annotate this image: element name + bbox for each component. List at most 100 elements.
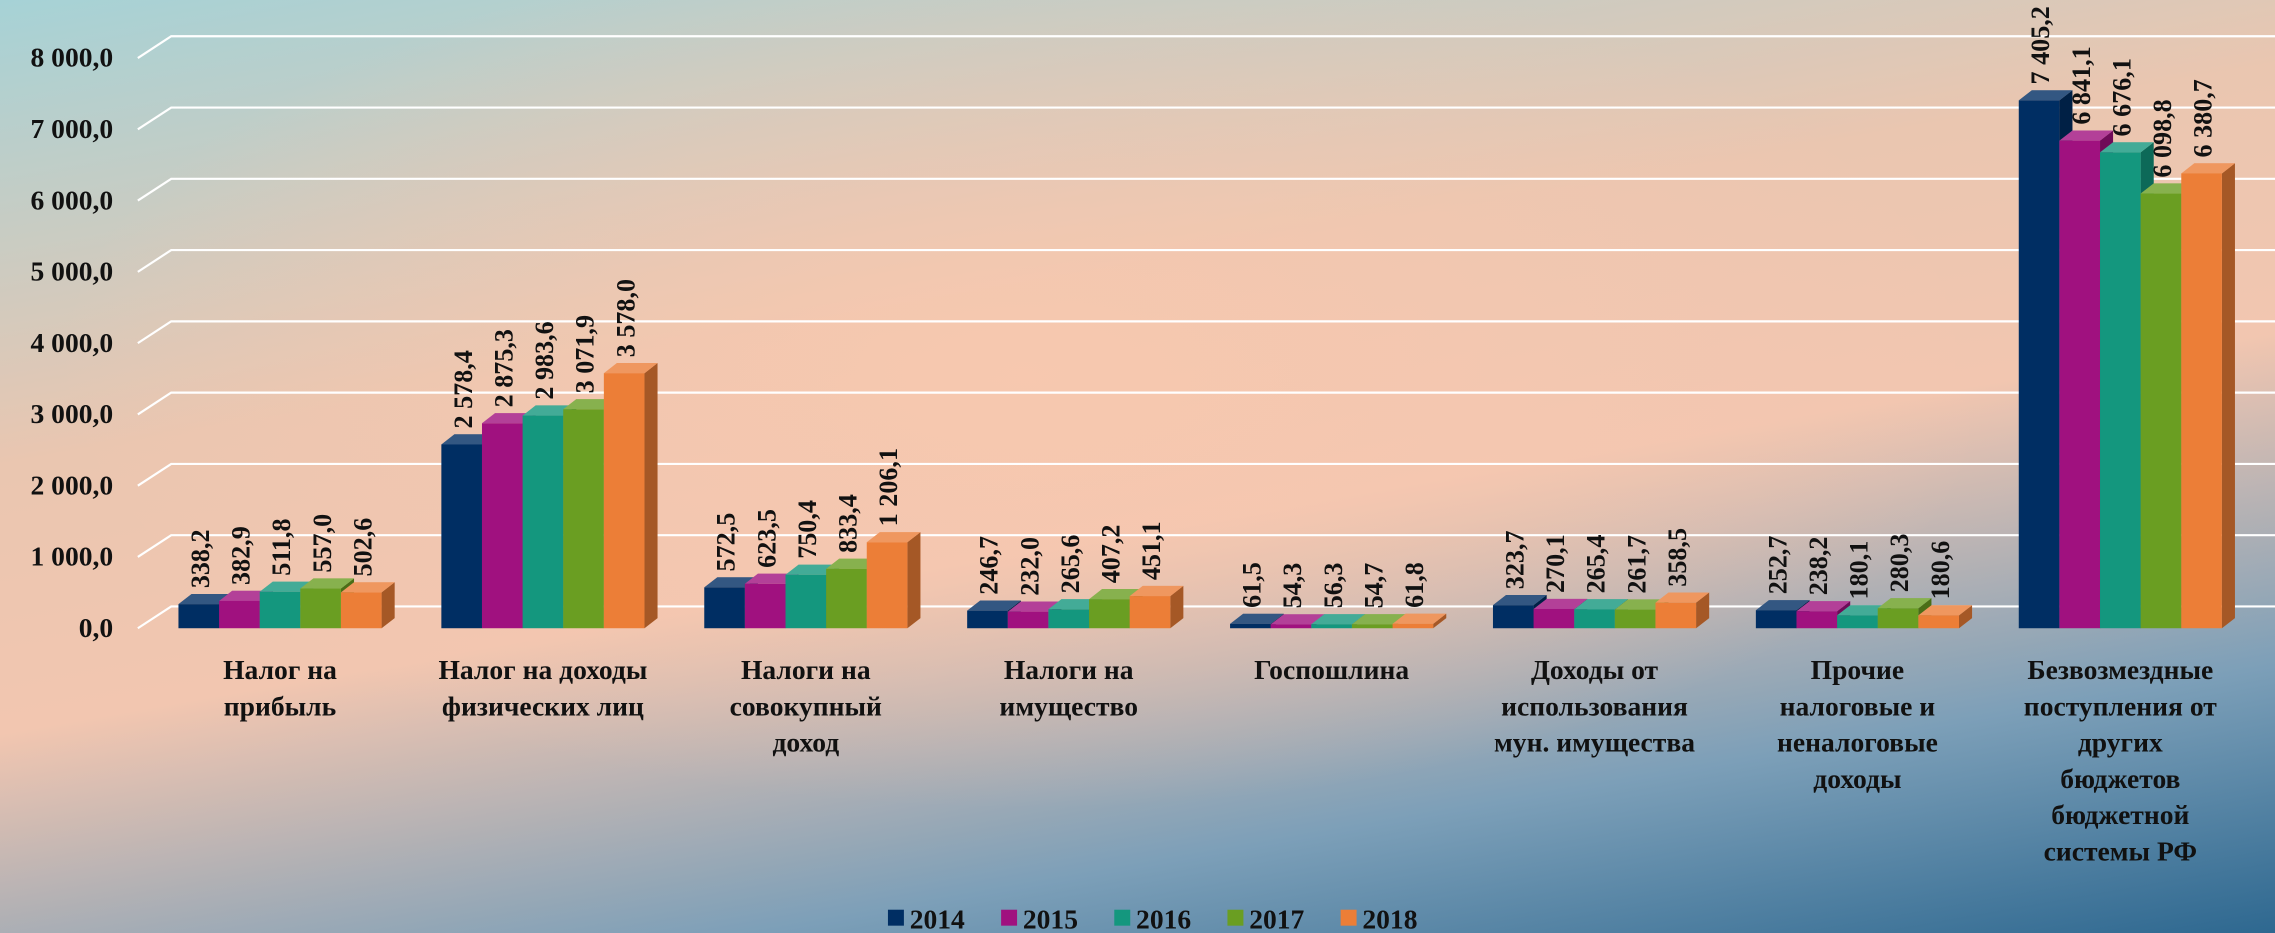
bar-top-shade <box>441 434 496 445</box>
bar-side-shade <box>644 363 658 629</box>
bar <box>563 409 604 629</box>
bar <box>826 568 867 629</box>
bar <box>2018 100 2060 629</box>
data-label: 180,6 <box>1926 541 1955 600</box>
bar <box>1270 624 1312 629</box>
bar <box>1655 602 1697 629</box>
x-tick-label: Доходы от использования мун. имущества <box>1494 655 1696 759</box>
bar <box>2181 173 2222 629</box>
bar-top <box>785 564 840 575</box>
bar <box>967 610 1008 629</box>
grid-line <box>137 249 2275 273</box>
data-label: 2 578,4 <box>449 350 478 428</box>
bar-top-shade <box>744 573 799 584</box>
bar-side <box>381 582 395 629</box>
bar-top <box>1755 600 1810 611</box>
bar <box>1755 610 1797 629</box>
legend-swatch <box>887 909 904 926</box>
bar-top-shade <box>2100 142 2154 153</box>
x-tick-label: Налоги на совокупный доход <box>729 655 882 759</box>
x-tick-label: Госпошлина <box>1254 655 1410 687</box>
y-tick-label: 5 000,0 <box>31 256 114 287</box>
bar-side <box>644 363 658 629</box>
bar-top-shade <box>1918 605 1973 616</box>
bar <box>1918 615 1959 629</box>
x-tick-label: Налоги на имущество <box>999 655 1138 723</box>
bar <box>1614 609 1656 629</box>
legend-swatch <box>1114 909 1131 926</box>
bar-top <box>2059 130 2114 141</box>
data-label: 265,4 <box>1582 535 1611 594</box>
bar-top-shade <box>603 363 658 374</box>
bar-top-shade <box>785 564 840 575</box>
bar-side-shade <box>2221 163 2235 629</box>
grid-line <box>137 35 2275 59</box>
data-label: 238,2 <box>1804 537 1833 596</box>
bar-top <box>826 558 880 569</box>
bar-side <box>1958 605 1973 629</box>
y-tick-label: 0,0 <box>79 612 113 643</box>
bar-top-shade <box>1230 613 1284 624</box>
bar-top-shade <box>1655 592 1710 603</box>
bar-top <box>1574 599 1628 610</box>
grid-line <box>137 320 2275 345</box>
bar-top-shade <box>1533 598 1588 609</box>
data-label: 56,3 <box>1319 563 1348 609</box>
bar-side-shade <box>1958 605 1973 629</box>
bar-side <box>1433 613 1447 629</box>
bar <box>704 587 745 629</box>
bar <box>866 542 908 629</box>
y-tick-label: 4 000,0 <box>31 327 114 358</box>
bar <box>1311 624 1352 629</box>
bar-top <box>603 363 658 374</box>
bar-top <box>1230 613 1284 624</box>
x-tick-label: Налог на доходы физических лиц <box>438 655 648 723</box>
bar-top <box>1007 601 1062 612</box>
bar-top-shade <box>967 600 1021 611</box>
data-label: 180,1 <box>1845 541 1874 600</box>
data-label: 261,7 <box>1622 535 1651 594</box>
bar-top-shade <box>1574 599 1628 610</box>
bar <box>1351 624 1393 629</box>
y-tick-label: 1 000,0 <box>31 541 114 572</box>
data-label: 6 098,8 <box>2148 99 2177 177</box>
data-label: 252,7 <box>1763 536 1792 595</box>
bar-top-shade <box>1392 613 1447 624</box>
data-label: 54,3 <box>1278 563 1307 609</box>
bar-side <box>1696 592 1710 629</box>
data-label: 1 206,1 <box>874 448 903 526</box>
data-label: 6 841,1 <box>2067 46 2096 124</box>
bar-top <box>1089 589 1143 600</box>
bar-top <box>1614 599 1669 610</box>
bar-top <box>1311 614 1365 625</box>
bar <box>1492 605 1534 629</box>
bar-top-shade <box>2140 183 2195 194</box>
y-tick-label: 7 000,0 <box>31 113 114 144</box>
bar <box>1007 611 1049 629</box>
bar <box>2059 140 2101 629</box>
bar-top-shade <box>1129 585 1184 597</box>
y-tick-label: 2 000,0 <box>31 469 114 500</box>
data-label: 232,0 <box>1015 537 1044 596</box>
bar <box>2140 193 2182 629</box>
bar <box>744 583 786 629</box>
data-label: 2 983,6 <box>530 321 559 399</box>
bar-top-shade <box>1270 614 1325 625</box>
bar-top <box>522 405 577 416</box>
bar <box>1533 608 1575 629</box>
bar-top <box>340 582 395 593</box>
data-label: 358,5 <box>1663 528 1692 587</box>
bar <box>178 604 220 629</box>
data-label: 511,8 <box>267 518 296 575</box>
bar-top-shade <box>2018 90 2073 101</box>
bar-top <box>2140 183 2195 194</box>
bar-top-shade <box>1311 614 1365 625</box>
data-label: 2 875,3 <box>489 329 518 407</box>
bar-top <box>2181 163 2235 174</box>
data-label: 6 676,1 <box>2107 58 2136 136</box>
data-label: 833,4 <box>834 494 863 553</box>
bar <box>219 600 260 629</box>
bar <box>1574 609 1615 629</box>
data-label: 246,7 <box>975 536 1004 595</box>
